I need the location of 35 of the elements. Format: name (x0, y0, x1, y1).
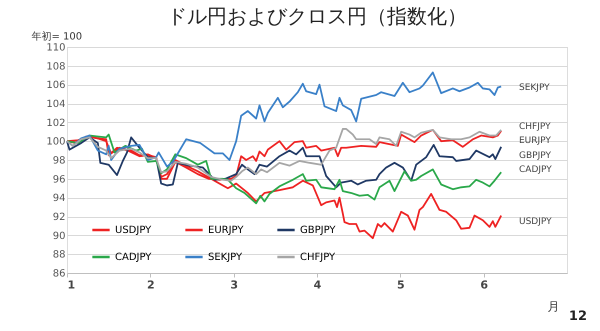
x-axis-title: 月 (548, 300, 560, 314)
x-tick-label: 3 (230, 278, 238, 292)
y-tick-label: 102 (46, 118, 66, 129)
y-tick-label: 88 (52, 250, 66, 261)
y-tick-label: 104 (46, 99, 66, 110)
y-axis-title: 年初= 100 (32, 30, 82, 42)
x-tick-label: 1 (68, 278, 76, 292)
annotation: USDJPY (519, 217, 552, 227)
y-tick-label: 108 (46, 61, 66, 72)
annotation: EURJPY (519, 136, 552, 146)
annotation: CADJPY (519, 165, 552, 175)
x-tick-label: 6 (480, 278, 488, 292)
y-tick-label: 94 (52, 193, 66, 204)
y-tick-label: 96 (52, 174, 66, 186)
legend-label: EURJPY (208, 225, 244, 236)
chart-title: ドル円およびクロス円（指数化） (167, 4, 467, 28)
x-tick-label: 5 (397, 278, 405, 292)
y-tick-label: 106 (46, 80, 66, 92)
annotation: CHFJPY (519, 122, 552, 132)
y-tick-label: 92 (52, 212, 66, 223)
y-tick-label: 90 (52, 230, 66, 242)
annotation: SEKJPY (519, 83, 550, 93)
legend-label: CHFJPY (300, 252, 336, 263)
text: 12 (568, 309, 587, 324)
y-tick-label: 98 (52, 156, 66, 166)
y-tick-label: 86 (52, 268, 66, 280)
legend-label: SEKJPY (208, 252, 243, 263)
annotation: GBPJPY (519, 151, 552, 161)
legend-label: CADJPY (115, 252, 152, 263)
y-tick-label: 100 (46, 136, 66, 148)
x-tick-label: 4 (314, 278, 322, 292)
legend-label: GBPJPY (300, 225, 336, 236)
legend-label: USDJPY (115, 225, 152, 236)
y-tick-label: 110 (46, 42, 66, 54)
x-tick-label: 2 (147, 278, 155, 292)
